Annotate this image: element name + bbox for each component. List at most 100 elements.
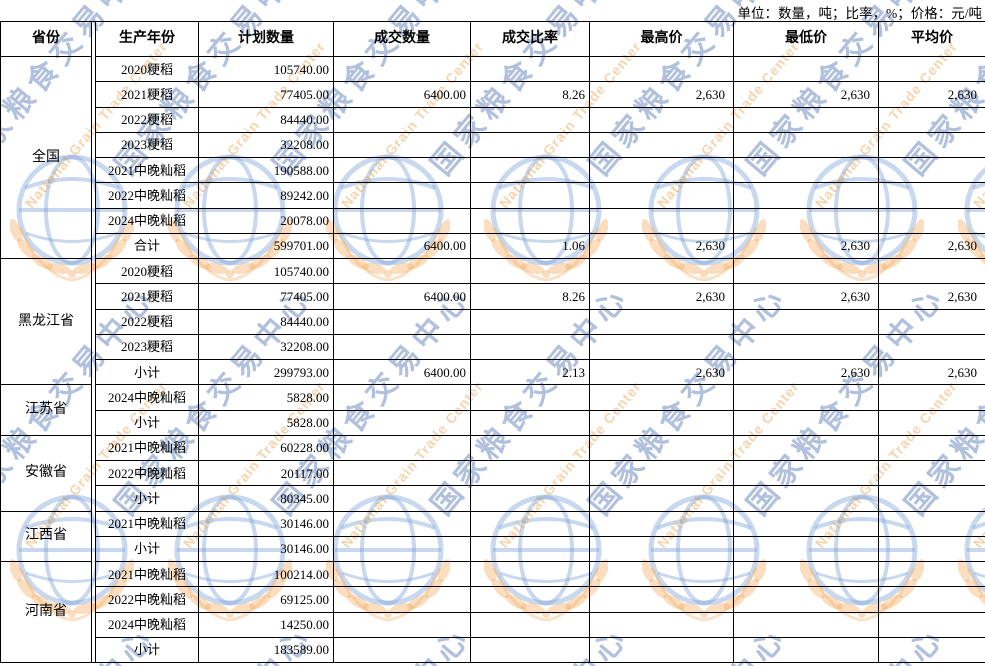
cell-deal-ratio[interactable] <box>471 612 590 638</box>
cell-year[interactable]: 合计 <box>95 233 199 259</box>
cell-planned-qty[interactable]: 77405.00 <box>199 82 334 108</box>
cell-planned-qty[interactable]: 84440.00 <box>199 107 334 133</box>
cell-deal-qty[interactable] <box>334 385 471 411</box>
cell-min-price[interactable] <box>734 385 879 411</box>
cell-max-price[interactable] <box>590 57 734 83</box>
cell-min-price[interactable] <box>734 57 879 83</box>
col-header-avg-price[interactable]: 平均价 <box>879 22 985 57</box>
cell-max-price[interactable] <box>590 511 734 537</box>
cell-deal-qty[interactable] <box>334 158 471 184</box>
cell-deal-ratio[interactable] <box>471 309 590 335</box>
cell-min-price[interactable] <box>734 637 879 663</box>
cell-planned-qty[interactable]: 14250.00 <box>199 612 334 638</box>
cell-max-price[interactable] <box>590 435 734 461</box>
cell-avg-price[interactable] <box>879 310 985 335</box>
cell-deal-qty[interactable] <box>334 637 471 663</box>
cell-year[interactable]: 2024中晚籼稻 <box>95 612 199 638</box>
cell-deal-ratio[interactable] <box>471 435 590 461</box>
cell-deal-qty[interactable] <box>334 587 471 613</box>
cell-min-price[interactable] <box>734 158 879 184</box>
cell-max-price[interactable]: 2,630 <box>590 233 734 259</box>
cell-max-price[interactable] <box>590 562 734 588</box>
cell-max-price[interactable] <box>590 334 734 360</box>
cell-planned-qty[interactable]: 30146.00 <box>199 536 334 562</box>
cell-deal-qty[interactable] <box>334 562 471 588</box>
cell-avg-price[interactable] <box>879 436 985 461</box>
cell-min-price[interactable] <box>734 486 879 512</box>
cell-avg-price[interactable] <box>879 638 985 663</box>
cell-year[interactable]: 2021中晚籼稻 <box>95 435 199 461</box>
cell-planned-qty[interactable]: 5828.00 <box>199 410 334 436</box>
cell-deal-ratio[interactable] <box>471 587 590 613</box>
cell-year[interactable]: 小计 <box>95 536 199 562</box>
cell-planned-qty[interactable]: 20117.00 <box>199 461 334 487</box>
cell-avg-price[interactable] <box>879 183 985 209</box>
cell-year[interactable]: 2024中晚籼稻 <box>95 385 199 411</box>
cell-min-price[interactable] <box>734 536 879 562</box>
cell-avg-price[interactable] <box>879 385 985 411</box>
cell-deal-qty[interactable] <box>334 435 471 461</box>
cell-planned-qty[interactable]: 69125.00 <box>199 587 334 613</box>
cell-planned-qty[interactable]: 30146.00 <box>199 511 334 537</box>
cell-year[interactable]: 2020粳稻 <box>95 57 199 83</box>
cell-planned-qty[interactable]: 77405.00 <box>199 284 334 310</box>
cell-deal-qty[interactable] <box>334 511 471 537</box>
col-header-year[interactable]: 生产年份 <box>95 22 199 57</box>
cell-avg-price[interactable]: 2,630 <box>879 360 985 386</box>
cell-year[interactable]: 2022中晚籼稻 <box>95 461 199 487</box>
cell-min-price[interactable] <box>734 334 879 360</box>
cell-year[interactable]: 2024中晚籼稻 <box>95 208 199 234</box>
cell-avg-price[interactable] <box>879 335 985 360</box>
cell-year[interactable]: 2022中晚籼稻 <box>95 183 199 209</box>
cell-min-price[interactable]: 2,630 <box>734 82 879 108</box>
cell-avg-price[interactable]: 2,630 <box>879 284 985 310</box>
cell-max-price[interactable] <box>590 486 734 512</box>
cell-avg-price[interactable] <box>879 512 985 537</box>
cell-year[interactable]: 2021中晚籼稻 <box>95 511 199 537</box>
cell-province[interactable]: 江苏省 <box>1 385 92 436</box>
cell-avg-price[interactable] <box>879 209 985 234</box>
cell-deal-qty[interactable] <box>334 461 471 487</box>
cell-min-price[interactable] <box>734 107 879 133</box>
cell-max-price[interactable] <box>590 309 734 335</box>
cell-deal-qty[interactable] <box>334 57 471 83</box>
cell-avg-price[interactable] <box>879 537 985 562</box>
cell-year[interactable]: 2021粳稻 <box>95 284 199 310</box>
cell-max-price[interactable]: 2,630 <box>590 360 734 386</box>
cell-min-price[interactable] <box>734 183 879 209</box>
cell-deal-ratio[interactable] <box>471 385 590 411</box>
cell-avg-price[interactable]: 2,630 <box>879 234 985 259</box>
cell-deal-qty[interactable]: 6400.00 <box>334 284 471 310</box>
cell-deal-ratio[interactable] <box>471 107 590 133</box>
cell-year[interactable]: 小计 <box>95 637 199 663</box>
cell-deal-ratio[interactable] <box>471 461 590 487</box>
cell-planned-qty[interactable]: 105740.00 <box>199 259 334 285</box>
cell-avg-price[interactable] <box>879 613 985 638</box>
cell-year[interactable]: 2021粳稻 <box>95 82 199 108</box>
cell-max-price[interactable] <box>590 158 734 184</box>
cell-avg-price[interactable] <box>879 461 985 487</box>
cell-avg-price[interactable] <box>879 133 985 158</box>
cell-max-price[interactable] <box>590 107 734 133</box>
cell-max-price[interactable] <box>590 461 734 487</box>
cell-min-price[interactable]: 2,630 <box>734 360 879 386</box>
cell-deal-qty[interactable] <box>334 536 471 562</box>
cell-province[interactable]: 河南省 <box>1 562 92 663</box>
cell-min-price[interactable] <box>734 309 879 335</box>
cell-min-price[interactable]: 2,630 <box>734 233 879 259</box>
cell-year[interactable]: 2020粳稻 <box>95 259 199 285</box>
cell-deal-ratio[interactable]: 1.06 <box>471 233 590 259</box>
cell-avg-price[interactable] <box>879 57 985 83</box>
cell-deal-qty[interactable] <box>334 259 471 285</box>
cell-deal-qty[interactable]: 6400.00 <box>334 233 471 259</box>
cell-avg-price[interactable]: 2,630 <box>879 82 985 108</box>
cell-province[interactable]: 安徽省 <box>1 435 92 512</box>
cell-deal-qty[interactable] <box>334 486 471 512</box>
cell-deal-ratio[interactable]: 8.26 <box>471 284 590 310</box>
cell-year[interactable]: 2021中晚籼稻 <box>95 562 199 588</box>
cell-planned-qty[interactable]: 105740.00 <box>199 57 334 83</box>
cell-deal-qty[interactable]: 6400.00 <box>334 82 471 108</box>
cell-max-price[interactable] <box>590 208 734 234</box>
cell-deal-qty[interactable] <box>334 612 471 638</box>
col-header-planned-qty[interactable]: 计划数量 <box>199 22 334 57</box>
